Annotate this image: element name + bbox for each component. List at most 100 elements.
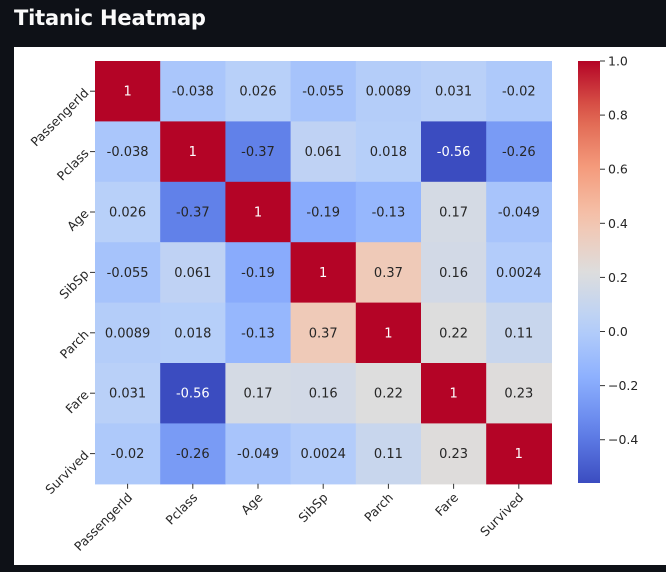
cell-value-label: 1 <box>384 326 392 341</box>
y-tick-label: SibSp <box>56 266 92 302</box>
heatmap-cell <box>486 121 552 183</box>
cell-value-label: 0.17 <box>244 387 273 402</box>
heatmap-cell <box>355 302 422 364</box>
cell-value-label: -0.56 <box>437 145 471 160</box>
heatmap-cell <box>225 302 292 364</box>
heatmap-cell <box>355 121 422 183</box>
cell-value-label: -0.56 <box>176 387 210 402</box>
cell-value-label: -0.26 <box>502 145 536 160</box>
heatmap-cell <box>355 423 422 485</box>
heatmap-cell <box>355 181 422 243</box>
cell-value-label: -0.13 <box>241 326 275 341</box>
cell-value-label: 0.11 <box>504 326 533 341</box>
colorbar-tick-label: 0.6 <box>608 162 628 177</box>
cell-value-label: -0.19 <box>241 266 275 281</box>
cell-value-label: 0.061 <box>305 145 342 160</box>
cell-value-label: 1 <box>319 266 327 281</box>
cell-value-label: 0.0024 <box>496 266 542 281</box>
y-tick-label: Fare <box>62 387 91 416</box>
cell-value-label: 0.17 <box>439 206 468 221</box>
y-tick-label: Survived <box>42 448 91 497</box>
heatmap-cell <box>486 302 552 364</box>
cell-value-label: 1 <box>123 85 131 100</box>
cell-value-label: -0.37 <box>241 145 275 160</box>
cell-value-label: 0.031 <box>109 387 146 402</box>
y-tick-label: Pclass <box>54 146 92 184</box>
heatmap-cell <box>160 302 226 364</box>
cell-value-label: 0.018 <box>174 326 211 341</box>
cell-value-label: 0.11 <box>374 447 403 462</box>
heatmap-cell <box>95 181 161 243</box>
colorbar-tick-label: −0.2 <box>608 378 638 393</box>
heatmap-cell <box>225 121 292 183</box>
cell-value-label: -0.37 <box>176 206 210 221</box>
heatmap-cell <box>160 363 226 424</box>
cell-value-label: -0.038 <box>172 85 214 100</box>
colorbar-tick-label: 1.0 <box>608 54 628 69</box>
colorbar-tick-label: 0.0 <box>608 324 628 339</box>
heatmap-cell <box>486 242 552 304</box>
heatmap-cell <box>355 61 422 122</box>
chart-figure: 1 -0.038 0.026 -0.055 0.0089 0.031 -0.02 -0.038… <box>14 47 666 565</box>
heatmap-cells <box>95 61 552 485</box>
heatmap-cell <box>421 363 487 424</box>
heatmap-cell <box>421 242 487 304</box>
heatmap-cell <box>160 121 226 183</box>
cell-value-label: -0.055 <box>302 85 344 100</box>
x-tick-label: Survived <box>477 490 526 539</box>
heatmap-cell <box>95 302 161 364</box>
heatmap-cell <box>160 181 226 243</box>
cell-value-label: 0.23 <box>439 447 468 462</box>
x-tick-label: Pclass <box>163 490 201 528</box>
x-axis: PassengerId Pclass Age SibSp Parch Fare Surviv… <box>71 483 526 554</box>
heatmap-cell <box>95 61 161 122</box>
heatmap-chart: 1 -0.038 0.026 -0.055 0.0089 0.031 -0.02 -0.038… <box>27 54 638 554</box>
heatmap-cell <box>421 423 487 485</box>
x-tick-label: Parch <box>361 490 396 525</box>
heatmap-cell <box>225 363 292 424</box>
heatmap-cell <box>225 242 292 304</box>
heatmap-cell <box>421 121 487 183</box>
heatmap-cell <box>421 302 487 364</box>
cell-value-label: 0.16 <box>439 266 468 281</box>
cell-value-label: 0.061 <box>174 266 211 281</box>
cell-value-label: -0.13 <box>372 206 406 221</box>
heatmap-cell <box>95 121 161 183</box>
heatmap-cell <box>290 181 357 243</box>
heatmap-cell <box>486 363 552 424</box>
cell-value-label: 1 <box>254 206 262 221</box>
heatmap-cell <box>486 423 552 485</box>
x-tick-label: Fare <box>432 490 461 519</box>
cell-value-label: 0.16 <box>309 387 338 402</box>
colorbar-tick-label: −0.4 <box>608 432 638 447</box>
heatmap-cell <box>160 423 226 485</box>
cell-value-label: 1 <box>515 447 523 462</box>
heatmap-cell <box>355 242 422 304</box>
heatmap-cell <box>95 423 161 485</box>
heatmap-cell-labels: 1 -0.038 0.026 -0.055 0.0089 0.031 -0.02 -0.038… <box>105 85 542 462</box>
heatmap-cell <box>225 181 292 243</box>
cell-value-label: 0.0024 <box>300 447 346 462</box>
colorbar-tick-label: 0.8 <box>608 108 628 123</box>
cell-value-label: 0.37 <box>374 266 403 281</box>
colorbar: 1.0 0.8 0.6 0.4 0.2 0.0 −0.2 −0.4 <box>578 54 638 483</box>
cell-value-label: 0.23 <box>504 387 533 402</box>
x-tick-label: SibSp <box>295 490 331 526</box>
cell-value-label: -0.049 <box>237 447 279 462</box>
heatmap-cell <box>95 242 161 304</box>
heatmap-cell <box>355 363 422 424</box>
x-tick-label: Age <box>238 490 266 518</box>
x-tick-label: PassengerId <box>71 490 135 554</box>
heatmap-cell <box>290 121 357 183</box>
cell-value-label: 1 <box>449 387 457 402</box>
cell-value-label: 0.018 <box>370 145 407 160</box>
heatmap-cell <box>95 363 161 424</box>
cell-value-label: -0.19 <box>306 206 340 221</box>
heatmap-cell <box>160 61 226 122</box>
cell-value-label: 0.026 <box>239 85 276 100</box>
y-tick-label: PassengerId <box>27 85 91 149</box>
cell-value-label: -0.02 <box>111 447 145 462</box>
y-tick-label: Age <box>64 206 92 234</box>
cell-value-label: 0.0089 <box>366 85 412 100</box>
